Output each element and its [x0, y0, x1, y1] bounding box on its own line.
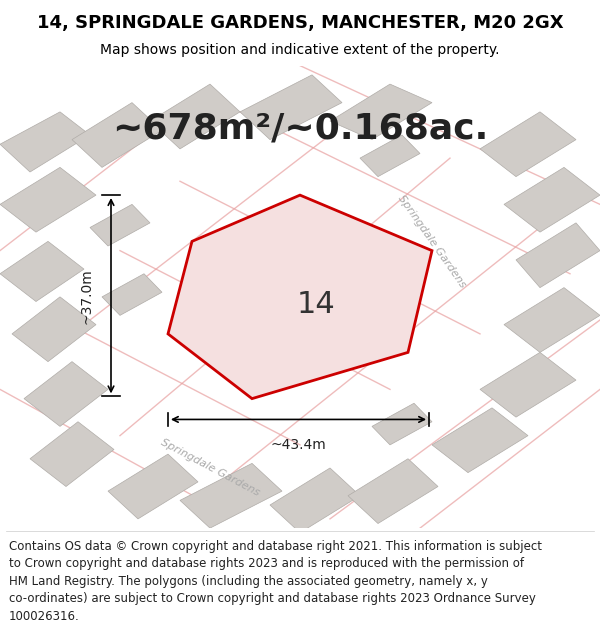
Polygon shape [0, 112, 90, 172]
Text: HM Land Registry. The polygons (including the associated geometry, namely x, y: HM Land Registry. The polygons (includin… [9, 574, 488, 588]
Text: Map shows position and indicative extent of the property.: Map shows position and indicative extent… [100, 42, 500, 57]
Text: ~43.4m: ~43.4m [271, 438, 326, 452]
Text: Springdale Gardens: Springdale Gardens [396, 193, 468, 289]
Polygon shape [30, 422, 114, 486]
Polygon shape [480, 352, 576, 417]
Polygon shape [168, 195, 432, 399]
Text: ~678m²/~0.168ac.: ~678m²/~0.168ac. [112, 112, 488, 146]
Polygon shape [504, 288, 600, 352]
Polygon shape [270, 468, 360, 532]
Text: Springdale Gardens: Springdale Gardens [159, 438, 261, 498]
Polygon shape [348, 459, 438, 524]
Polygon shape [0, 168, 96, 232]
Polygon shape [372, 403, 432, 445]
Polygon shape [180, 463, 282, 528]
Polygon shape [240, 75, 342, 139]
Polygon shape [330, 84, 432, 139]
Polygon shape [432, 408, 528, 472]
Polygon shape [150, 84, 240, 149]
Text: 100026316.: 100026316. [9, 609, 80, 622]
Text: to Crown copyright and database rights 2023 and is reproduced with the permissio: to Crown copyright and database rights 2… [9, 558, 524, 570]
Polygon shape [12, 297, 96, 362]
Text: Contains OS data © Crown copyright and database right 2021. This information is : Contains OS data © Crown copyright and d… [9, 540, 542, 552]
Text: ~37.0m: ~37.0m [79, 268, 93, 324]
Polygon shape [360, 135, 420, 177]
Polygon shape [72, 102, 162, 168]
Polygon shape [90, 204, 150, 246]
Polygon shape [0, 241, 84, 301]
Polygon shape [480, 112, 576, 177]
Text: 14, SPRINGDALE GARDENS, MANCHESTER, M20 2GX: 14, SPRINGDALE GARDENS, MANCHESTER, M20 … [37, 14, 563, 32]
Polygon shape [516, 223, 600, 288]
Polygon shape [504, 168, 600, 232]
Polygon shape [108, 454, 198, 519]
Text: 14: 14 [296, 290, 335, 319]
Polygon shape [24, 362, 108, 426]
Text: co-ordinates) are subject to Crown copyright and database rights 2023 Ordnance S: co-ordinates) are subject to Crown copyr… [9, 592, 536, 605]
Polygon shape [102, 274, 162, 316]
